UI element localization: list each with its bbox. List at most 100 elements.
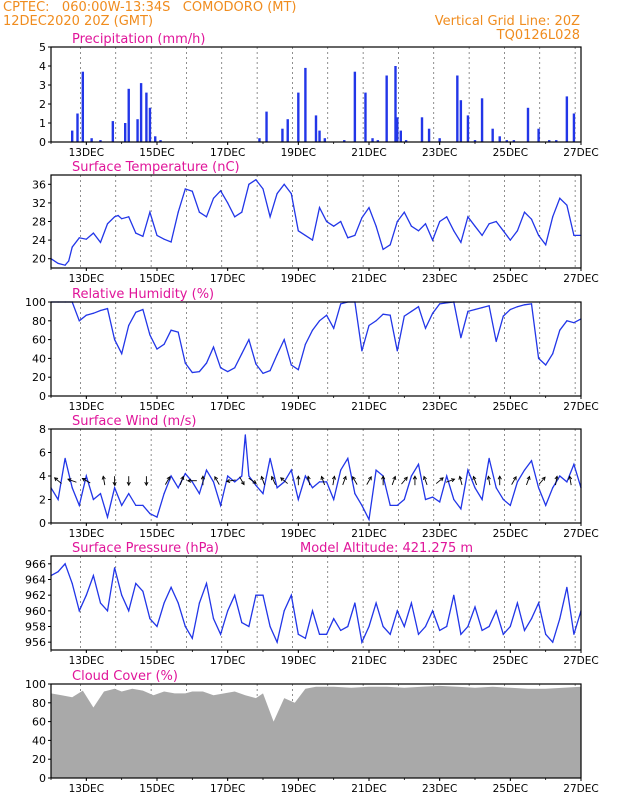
wind-point [545, 504, 547, 506]
precip-bar [124, 123, 127, 142]
wind-arrow [321, 476, 326, 486]
wind-arrow [164, 476, 171, 485]
pressure-point [184, 625, 186, 628]
precip-ytick-label: 3 [39, 79, 46, 92]
precip-bar [376, 140, 380, 142]
cloud-ytick-label: 40 [32, 734, 46, 747]
wind-point [516, 481, 519, 483]
wind-point [121, 504, 123, 506]
wind-arrow-head [200, 475, 206, 480]
humidity-point [191, 371, 193, 374]
temperature-point [382, 248, 384, 250]
precip-bar [71, 130, 74, 142]
wind-xtick-label: 17DEC [210, 528, 245, 540]
pressure-point [121, 594, 123, 596]
cloud-xtick-label: 21DEC [351, 783, 386, 795]
humidity-point [389, 314, 391, 316]
pressure-title: Surface Pressure (hPa) [72, 541, 219, 556]
precip-bar [297, 92, 300, 142]
cloud-xtick-label: 25DEC [493, 783, 528, 795]
pressure-point [573, 633, 575, 635]
wind-arrow-head [486, 475, 491, 480]
humidity-point [410, 310, 412, 312]
temperature-point [177, 211, 179, 213]
humidity-point [333, 327, 335, 329]
precip-bar [420, 117, 424, 142]
wind-point [481, 498, 483, 501]
humidity-point [234, 367, 236, 369]
wind-point [255, 484, 257, 486]
temperature-point [396, 220, 398, 223]
humidity-point [149, 334, 151, 336]
cloud-title: Cloud Cover (%) [72, 669, 178, 684]
precip-bar [139, 83, 143, 142]
pressure-point [432, 610, 434, 612]
humidity-point [495, 340, 497, 343]
temperature-ytick-label: 28 [32, 216, 46, 229]
wind-arrow-head [271, 475, 275, 481]
wind-point [290, 469, 292, 471]
humidity-point [523, 304, 526, 306]
humidity-point [269, 370, 271, 372]
humidity-point [114, 339, 116, 341]
pressure-point [347, 625, 349, 628]
temperature-point [509, 239, 511, 241]
pressure-point [333, 618, 335, 620]
cloud-xtick-label: 27DEC [563, 783, 598, 795]
temperature-point [57, 262, 59, 264]
wind-arrow [511, 476, 517, 485]
pressure-ytick-label: 966 [25, 558, 46, 571]
wind-point [156, 516, 158, 518]
pressure-ytick-label: 964 [25, 574, 46, 587]
precip-bar [127, 88, 130, 142]
humidity-point [212, 346, 215, 348]
precip-bar [438, 138, 441, 142]
pressure-point [262, 594, 264, 596]
temperature-point [573, 234, 575, 237]
humidity-point [290, 364, 292, 366]
cloud-xtick-label: 13DEC [69, 783, 104, 795]
temperature-point [375, 225, 377, 227]
temperature-point [128, 216, 130, 218]
temperature-point [92, 232, 94, 234]
pressure-point [326, 633, 328, 635]
wind-point [361, 504, 363, 506]
precip-xtick-label: 15DEC [139, 147, 174, 159]
pressure-point [361, 641, 363, 643]
wind-arrow-head [342, 475, 347, 480]
precip-bar [456, 75, 459, 142]
temperature-point [269, 216, 271, 218]
precip-bar [555, 140, 558, 142]
humidity-point [439, 303, 441, 305]
wind-arrow-head [458, 475, 463, 480]
temperature-point [276, 193, 278, 195]
pressure-point [142, 590, 144, 592]
humidity-point [311, 329, 314, 331]
wind-arrow-head [101, 475, 106, 480]
wind-point [417, 463, 420, 465]
wind-ytick-label: 4 [39, 470, 46, 483]
pressure-point [283, 610, 285, 612]
temperature-point [283, 183, 285, 185]
wind-xtick-label: 25DEC [493, 528, 528, 540]
pressure-point [191, 637, 193, 639]
wind-arrow [487, 476, 491, 486]
wind-title: Surface Wind (m/s) [72, 414, 196, 429]
humidity-xtick-label: 27DEC [563, 401, 598, 413]
pressure-point [128, 610, 130, 612]
precip-bar [565, 96, 569, 142]
wind-ytick-label: 2 [39, 494, 46, 507]
cloud-frame [50, 683, 582, 779]
temperature-xtick-label: 13DEC [69, 273, 104, 285]
wind-point [424, 498, 427, 501]
humidity-title: Relative Humidity (%) [72, 287, 214, 302]
pressure-frame [50, 555, 582, 651]
temperature-point [297, 230, 299, 232]
pressure-point [290, 594, 292, 596]
precip-xtick-label: 27DEC [563, 147, 598, 159]
pressure-point [382, 625, 384, 628]
precip-bar [459, 100, 463, 142]
humidity-point [99, 309, 102, 312]
humidity-point [424, 327, 427, 329]
wind-point [78, 504, 80, 506]
